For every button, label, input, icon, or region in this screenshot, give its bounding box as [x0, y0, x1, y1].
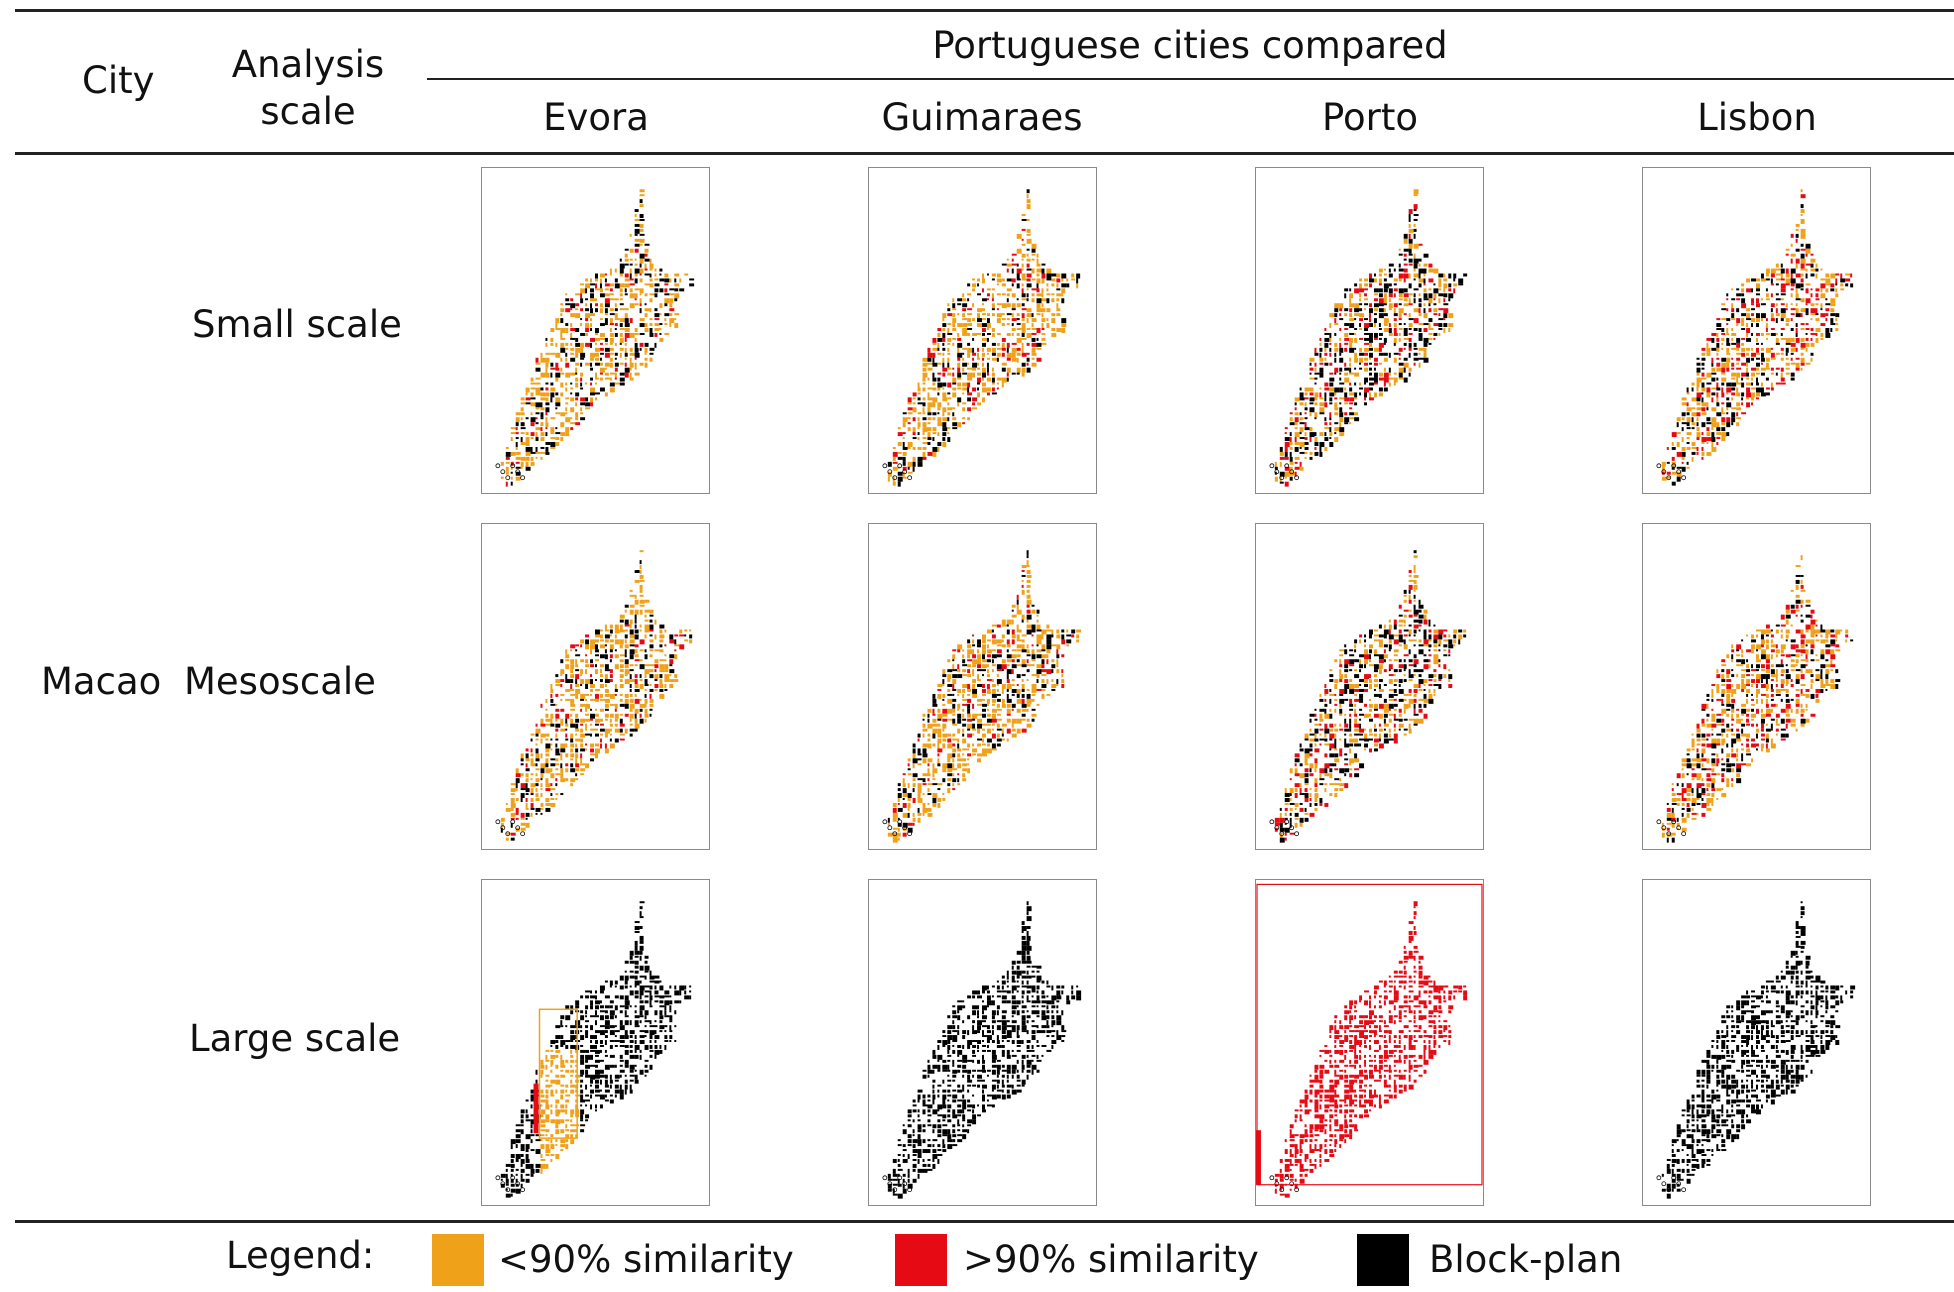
macao-map-graphic: [1269, 550, 1467, 843]
portuguese-cities-group-header: Portuguese cities compared: [932, 24, 1448, 67]
macao-map-graphic: [1656, 189, 1854, 486]
macao-map-graphic: [882, 550, 1082, 843]
column-header-guimaraes: Guimaraes: [881, 96, 1083, 139]
row-group-city-macao: Macao: [41, 660, 162, 703]
macao-map-graphic: [495, 189, 695, 487]
legend-title: Legend:: [226, 1234, 375, 1277]
map-panel-guimaraes-small-scale: [868, 167, 1097, 494]
column-header-lisbon: Lisbon: [1697, 96, 1817, 139]
macao-map-graphic: [495, 901, 692, 1198]
analysis-scale-header-line1: Analysis: [231, 43, 385, 86]
map-panel-porto-mesoscale: [1255, 523, 1484, 850]
map-panel-evora-mesoscale: [481, 523, 710, 850]
row-label-small-scale: Small scale: [192, 303, 402, 346]
legend-label-high-similarity: >90% similarity: [963, 1238, 1259, 1281]
legend-swatch-block-plan: [1357, 1234, 1409, 1286]
map-panel-evora-small-scale: [481, 167, 710, 494]
legend-swatch-high-similarity: [895, 1234, 947, 1286]
map-panel-lisbon-mesoscale: [1642, 523, 1871, 850]
table-bottom-rule: [15, 1220, 1954, 1223]
legend-label-low-similarity: <90% similarity: [498, 1238, 794, 1281]
legend-label-block-plan: Block-plan: [1429, 1238, 1623, 1281]
macao-map-graphic: [1656, 555, 1854, 843]
map-panel-guimaraes-large-scale: [868, 879, 1097, 1206]
map-panel-lisbon-small-scale: [1642, 167, 1871, 494]
macao-map-graphic: [495, 550, 693, 841]
legend-swatch-low-similarity: [432, 1234, 484, 1286]
macao-map-graphic: [1269, 189, 1468, 487]
header-bottom-rule: [15, 152, 1954, 155]
city-column-header: City: [82, 59, 155, 102]
row-label-large-scale: Large scale: [189, 1017, 401, 1060]
analysis-scale-header-line2: scale: [260, 90, 356, 133]
column-header-evora: Evora: [543, 96, 649, 139]
map-panel-porto-small-scale: [1255, 167, 1484, 494]
group-header-rule: [427, 78, 1954, 80]
column-header-porto: Porto: [1322, 96, 1418, 139]
map-panel-evora-large-scale: [481, 879, 710, 1206]
macao-map-graphic: [1256, 883, 1483, 1198]
macao-map-graphic: [1656, 901, 1856, 1199]
macao-map-graphic: [882, 189, 1081, 487]
map-panel-lisbon-large-scale: [1642, 879, 1871, 1206]
map-panel-porto-large-scale: [1255, 879, 1484, 1206]
map-panel-guimaraes-mesoscale: [868, 523, 1097, 850]
macao-map-graphic: [882, 901, 1082, 1199]
table-top-rule: [15, 9, 1954, 12]
row-label-mesoscale: Mesoscale: [184, 660, 376, 703]
